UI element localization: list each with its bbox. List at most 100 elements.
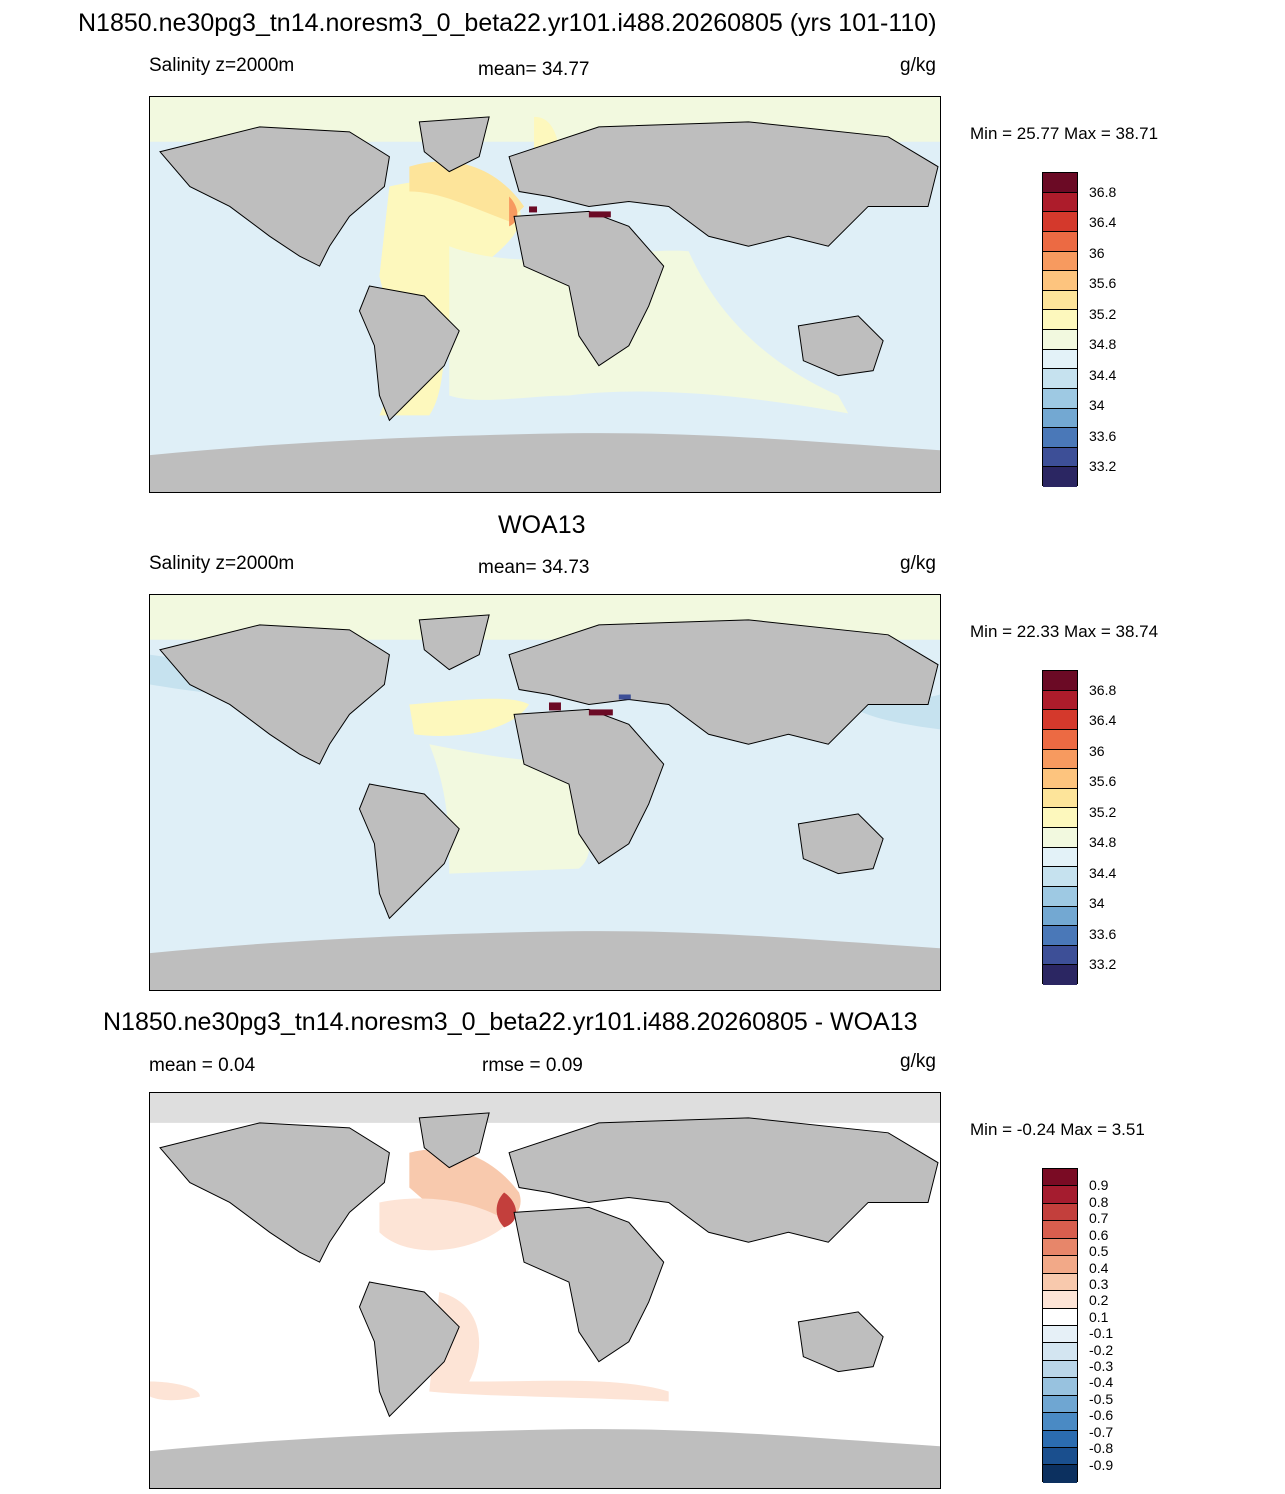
panel2-colorbar-tick-label: 34.4 [1089, 864, 1117, 881]
panel3-colorbar-tick-label: -0.7 [1089, 1423, 1114, 1440]
panel2-colorbar-segment [1043, 906, 1077, 927]
panel1-colorbar-tick-label: 36.8 [1089, 183, 1117, 200]
panel1-colorbar-segment [1043, 173, 1077, 193]
panel2-minmax: Min = 22.33 Max = 38.74 [970, 622, 1159, 641]
panel1-units-label: g/kg [900, 55, 936, 76]
panel1-colorbar-segment [1043, 271, 1077, 291]
panel3-colorbar-tick-label: -0.5 [1089, 1390, 1114, 1407]
panel1-left-label: Salinity z=2000m [149, 55, 295, 76]
panel2-colorbar-tick-label: 35.6 [1089, 773, 1117, 790]
panel3-colorbar-tick-label: -0.8 [1089, 1440, 1114, 1457]
panel2-header: WOA13 [498, 511, 586, 539]
panel2-colorbar-segment [1043, 749, 1077, 770]
panel2-colorbar-tick-label: 36.8 [1089, 681, 1117, 698]
panel3-colorbar-tick-label: 0.9 [1089, 1177, 1109, 1194]
panel1-colorbar-segment [1043, 349, 1077, 370]
panel3-colorbar-segment [1043, 1430, 1077, 1448]
panel1-colorbar-tick-label: 34.8 [1089, 336, 1117, 353]
panel1-colorbar-segment [1043, 231, 1077, 252]
panel2-map-svg [150, 595, 940, 990]
panel3-colorbar-tick-label: -0.6 [1089, 1407, 1114, 1424]
panel3-map [149, 1092, 941, 1489]
panel1-colorbar-segment [1043, 388, 1077, 409]
panel3-colorbar-tick-label: 0.5 [1089, 1243, 1109, 1260]
panel2-colorbar-segment [1043, 788, 1077, 809]
panel2-colorbar-segment [1043, 710, 1077, 730]
panel3-map-svg [150, 1093, 940, 1488]
panel3-colorbar-segment [1043, 1448, 1077, 1466]
panel2-colorbar-segment [1043, 926, 1077, 946]
panel2-colorbar-segment [1043, 729, 1077, 750]
panel3-colorbar-tick-label: 0.3 [1089, 1275, 1109, 1292]
panel2-colorbar-segment [1043, 965, 1077, 985]
panel2-colorbar-tick-label: 35.2 [1089, 803, 1117, 820]
panel1-colorbar-segment [1043, 447, 1077, 468]
panel1-minmax: Min = 25.77 Max = 38.71 [970, 124, 1159, 143]
panel3-colorbar-tick-label: -0.4 [1089, 1374, 1114, 1391]
panel3-colorbar-tick-label: 0.4 [1089, 1259, 1109, 1276]
panel2-colorbar-segment [1043, 769, 1077, 789]
panel2-colorbar-segment [1043, 867, 1077, 887]
panel1-colorbar-segment [1043, 369, 1077, 389]
panel2-colorbar-tick-label: 36.4 [1089, 712, 1117, 729]
panel3-colorbar-segment [1043, 1395, 1077, 1414]
panel3-mean-label: mean = 0.04 [149, 1055, 256, 1076]
panel3-header: N1850.ne30pg3_tn14.noresm3_0_beta22.yr10… [103, 1008, 918, 1036]
panel1-colorbar-segment [1043, 467, 1077, 487]
panel3-minmax: Min = -0.24 Max = 3.51 [970, 1120, 1145, 1139]
panel3-colorbar-tick-label: -0.9 [1089, 1456, 1114, 1473]
panel2-colorbar-segment [1043, 671, 1077, 691]
panel3-colorbar-segment [1043, 1465, 1077, 1483]
panel3-colorbar-segment [1043, 1221, 1077, 1239]
panel1-colorbar-segment [1043, 310, 1077, 330]
panel1-colorbar-segment [1043, 192, 1077, 213]
panel3-colorbar-segment [1043, 1325, 1077, 1344]
panel2-map [149, 594, 941, 991]
panel3-colorbar-segment [1043, 1413, 1077, 1431]
panel1-colorbar-tick-label: 36 [1089, 244, 1105, 261]
panel3-colorbar [1042, 1168, 1078, 1483]
panel2-colorbar-tick-label: 34 [1089, 895, 1105, 912]
panel1-colorbar-tick-label: 35.6 [1089, 275, 1117, 292]
panel3-colorbar-segment [1043, 1273, 1077, 1292]
panel1-map-svg [150, 97, 940, 492]
panel1-colorbar-segment [1043, 408, 1077, 429]
panel3-colorbar-segment [1043, 1203, 1077, 1222]
panel1-colorbar-tick-label: 33.6 [1089, 427, 1117, 444]
panel3-colorbar-segment [1043, 1256, 1077, 1274]
panel2-colorbar-segment [1043, 847, 1077, 868]
panel3-colorbar-tick-label: 0.6 [1089, 1226, 1109, 1243]
figure-title: N1850.ne30pg3_tn14.noresm3_0_beta22.yr10… [78, 9, 937, 37]
panel1-colorbar-tick-label: 34 [1089, 397, 1105, 414]
panel1-colorbar-tick-label: 33.2 [1089, 458, 1117, 475]
panel3-colorbar-segment [1043, 1308, 1077, 1326]
panel2-colorbar-segment [1043, 828, 1077, 848]
panel1-colorbar-segment [1043, 290, 1077, 311]
panel3-colorbar-tick-label: 0.2 [1089, 1292, 1109, 1309]
panel1-map [149, 96, 941, 493]
panel3-colorbar-tick-label: 0.1 [1089, 1308, 1109, 1325]
panel1-colorbar-segment [1043, 212, 1077, 232]
panel1-colorbar-tick-label: 36.4 [1089, 214, 1117, 231]
panel3-colorbar-segment [1043, 1343, 1077, 1361]
panel3-colorbar-segment [1043, 1378, 1077, 1396]
panel2-colorbar [1042, 670, 1078, 985]
panel2-colorbar-tick-label: 33.6 [1089, 925, 1117, 942]
panel1-colorbar-segment [1043, 330, 1077, 350]
panel3-colorbar-segment [1043, 1186, 1077, 1204]
panel1-colorbar-segment [1043, 251, 1077, 272]
panel1-colorbar-tick-label: 35.2 [1089, 305, 1117, 322]
panel3-colorbar-segment [1043, 1291, 1077, 1309]
panel3-colorbar-tick-label: 0.7 [1089, 1210, 1109, 1227]
panel2-mean-label: mean= 34.73 [478, 557, 590, 578]
panel1-colorbar-segment [1043, 428, 1077, 448]
panel2-colorbar-segment [1043, 808, 1077, 828]
panel1-colorbar-tick-label: 34.4 [1089, 366, 1117, 383]
panel2-colorbar-tick-label: 33.2 [1089, 956, 1117, 973]
panel3-colorbar-tick-label: 0.8 [1089, 1193, 1109, 1210]
panel3-colorbar-tick-label: -0.3 [1089, 1358, 1114, 1375]
panel3-colorbar-tick-label: -0.2 [1089, 1341, 1114, 1358]
panel3-colorbar-segment [1043, 1169, 1077, 1187]
panel3-units-label: g/kg [900, 1051, 936, 1072]
panel3-colorbar-segment [1043, 1360, 1077, 1379]
